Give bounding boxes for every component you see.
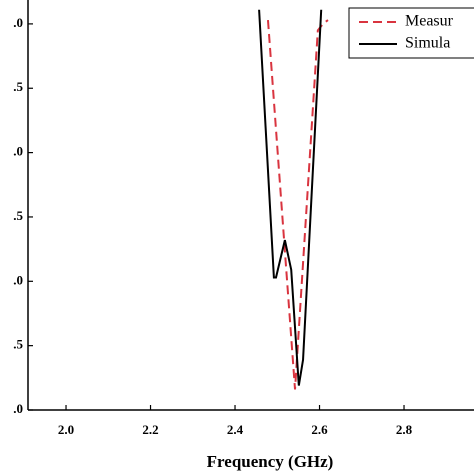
y-tick-label: .5: [13, 79, 23, 94]
y-tick-label: .5: [13, 208, 23, 223]
x-tick-label: 2.4: [227, 422, 244, 437]
x-tick-label: 2.8: [396, 422, 413, 437]
y-tick-label: .0: [13, 401, 23, 416]
legend-box: [348, 7, 474, 59]
series-line: [266, 19, 329, 390]
legend-label: Measur: [405, 13, 454, 30]
series-line: [258, 9, 323, 386]
x-tick-label: 2.6: [311, 422, 328, 437]
x-tick-label: 2.0: [58, 422, 74, 437]
y-tick-label: .0: [13, 272, 23, 287]
x-axis-label: Frequency (GHz): [207, 452, 334, 471]
y-tick-label: .0: [13, 144, 23, 159]
plot-area: [258, 9, 329, 390]
x-tick-label: 2.2: [142, 422, 158, 437]
y-tick-label: .5: [13, 337, 23, 352]
legend-label: Simula: [405, 35, 450, 52]
y-tick-label: .0: [13, 15, 23, 30]
